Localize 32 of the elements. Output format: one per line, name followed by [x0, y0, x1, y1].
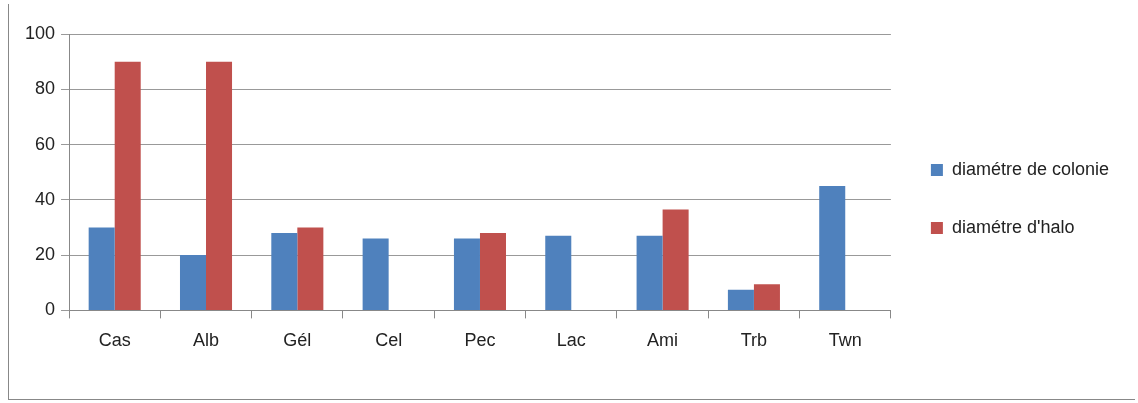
- legend-label: diamétre d'halo: [951, 216, 1075, 237]
- bar: [545, 235, 572, 310]
- bar: [819, 186, 846, 310]
- y-tick-label: 80: [35, 78, 56, 99]
- bar: [479, 233, 506, 310]
- bar: [453, 238, 480, 310]
- x-tick-label: Cas: [98, 330, 131, 351]
- x-tick-label: Cel: [375, 330, 403, 351]
- bar: [88, 227, 115, 310]
- x-tick-label: Ami: [647, 330, 679, 351]
- bar: [636, 235, 663, 310]
- bar: [727, 289, 754, 310]
- bar: [114, 61, 141, 310]
- y-tick-label: 60: [35, 133, 56, 154]
- x-tick-label: Alb: [193, 330, 220, 351]
- y-tick-label: 40: [35, 188, 56, 209]
- y-tick-label: 0: [45, 299, 56, 320]
- bar: [297, 227, 324, 310]
- x-tick-label: Gél: [283, 330, 312, 351]
- x-tick-label: Lac: [556, 330, 586, 351]
- bar: [753, 284, 780, 310]
- bar: [271, 233, 298, 310]
- x-tick-label: Twn: [828, 330, 862, 351]
- bar: [662, 209, 689, 310]
- legend-label: diamétre de colonie: [951, 158, 1110, 179]
- x-tick-label: Pec: [464, 330, 496, 351]
- bar: [362, 238, 389, 310]
- y-tick-label: 20: [35, 244, 56, 265]
- bar: [179, 255, 207, 310]
- bar: [206, 61, 233, 310]
- y-tick-label: 100: [24, 22, 56, 43]
- x-tick-label: Trb: [740, 330, 768, 351]
